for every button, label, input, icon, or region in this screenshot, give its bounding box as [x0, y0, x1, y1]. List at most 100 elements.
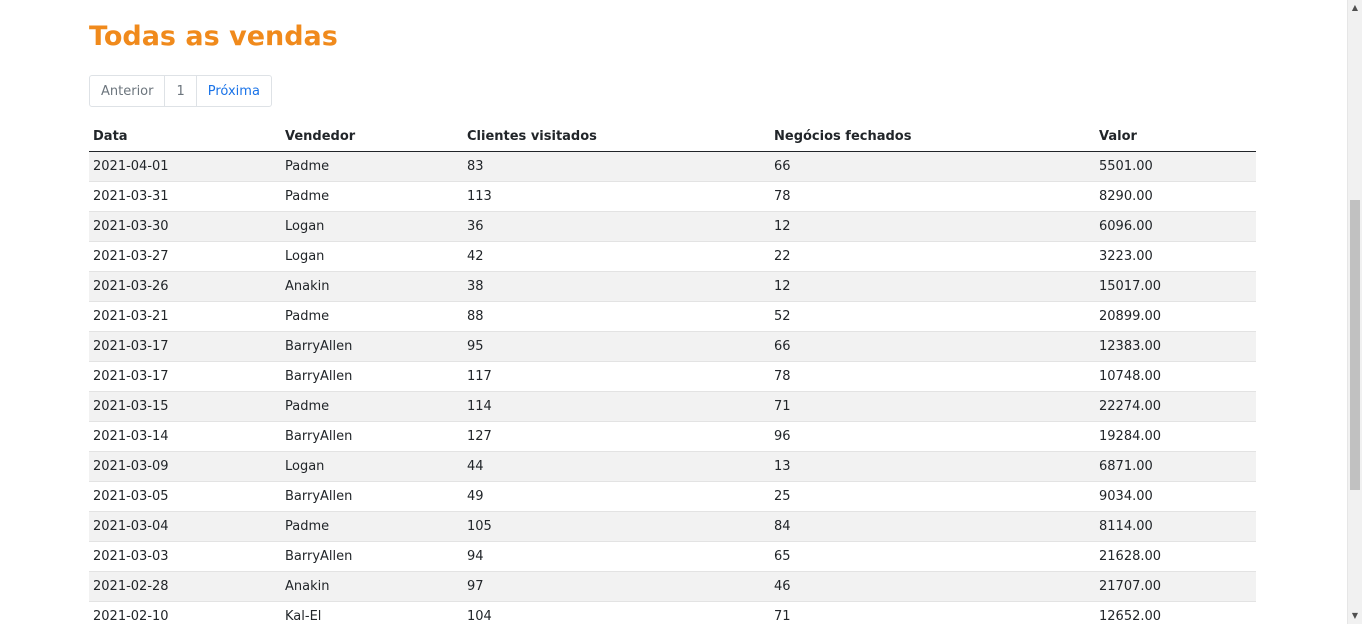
cell-valor: 6871.00: [1095, 451, 1256, 482]
cell-data: 2021-03-15: [89, 391, 281, 422]
cell-vendedor: Anakin: [281, 271, 463, 302]
cell-clientes: 117: [463, 361, 770, 392]
cell-negocios: 71: [770, 601, 1095, 624]
column-header-data: Data: [89, 122, 281, 152]
cell-vendedor: Anakin: [281, 571, 463, 602]
scrollbar-thumb[interactable]: [1350, 200, 1360, 490]
cell-valor: 5501.00: [1095, 151, 1256, 182]
cell-negocios: 22: [770, 241, 1095, 272]
cell-valor: 19284.00: [1095, 421, 1256, 452]
cell-data: 2021-03-21: [89, 301, 281, 332]
pagination-previous-button[interactable]: Anterior: [90, 76, 166, 106]
table-row: 2021-03-04 Padme 105 84 8114.00: [89, 511, 1256, 542]
cell-negocios: 52: [770, 301, 1095, 332]
cell-negocios: 78: [770, 361, 1095, 392]
header-row: Data Vendedor Clientes visitados Negócio…: [89, 122, 1256, 152]
sales-table: Data Vendedor Clientes visitados Negócio…: [89, 122, 1256, 624]
table-header: Data Vendedor Clientes visitados Negócio…: [89, 122, 1256, 152]
cell-data: 2021-03-04: [89, 511, 281, 542]
cell-vendedor: Padme: [281, 391, 463, 422]
cell-clientes: 114: [463, 391, 770, 422]
cell-vendedor: Logan: [281, 211, 463, 242]
table-row: 2021-04-01 Padme 83 66 5501.00: [89, 151, 1256, 182]
cell-vendedor: BarryAllen: [281, 541, 463, 572]
cell-negocios: 84: [770, 511, 1095, 542]
table-row: 2021-03-17 BarryAllen 117 78 10748.00: [89, 361, 1256, 392]
cell-valor: 10748.00: [1095, 361, 1256, 392]
cell-data: 2021-03-17: [89, 331, 281, 362]
cell-vendedor: Padme: [281, 511, 463, 542]
cell-negocios: 25: [770, 481, 1095, 512]
cell-valor: 12652.00: [1095, 601, 1256, 624]
table-row: 2021-03-03 BarryAllen 94 65 21628.00: [89, 541, 1256, 572]
page-title: Todas as vendas: [89, 21, 338, 52]
cell-clientes: 113: [463, 181, 770, 212]
cell-negocios: 66: [770, 331, 1095, 362]
cell-data: 2021-03-14: [89, 421, 281, 452]
cell-negocios: 65: [770, 541, 1095, 572]
table-row: 2021-03-21 Padme 88 52 20899.00: [89, 301, 1256, 332]
cell-data: 2021-04-01: [89, 151, 281, 182]
cell-valor: 12383.00: [1095, 331, 1256, 362]
table-row: 2021-02-28 Anakin 97 46 21707.00: [89, 571, 1256, 602]
cell-negocios: 13: [770, 451, 1095, 482]
cell-clientes: 97: [463, 571, 770, 602]
table-row: 2021-03-17 BarryAllen 95 66 12383.00: [89, 331, 1256, 362]
cell-negocios: 78: [770, 181, 1095, 212]
cell-valor: 6096.00: [1095, 211, 1256, 242]
cell-valor: 20899.00: [1095, 301, 1256, 332]
cell-negocios: 66: [770, 151, 1095, 182]
cell-clientes: 38: [463, 271, 770, 302]
pagination: Anterior 1 Próxima: [89, 75, 272, 107]
cell-valor: 15017.00: [1095, 271, 1256, 302]
column-header-clientes: Clientes visitados: [463, 122, 770, 152]
scroll-up-icon[interactable]: ▲: [1351, 3, 1359, 12]
cell-vendedor: Padme: [281, 151, 463, 182]
table-row: 2021-03-14 BarryAllen 127 96 19284.00: [89, 421, 1256, 452]
cell-vendedor: Padme: [281, 181, 463, 212]
cell-vendedor: BarryAllen: [281, 331, 463, 362]
cell-valor: 21707.00: [1095, 571, 1256, 602]
scroll-down-icon[interactable]: ▼: [1351, 611, 1359, 620]
cell-valor: 8114.00: [1095, 511, 1256, 542]
cell-negocios: 71: [770, 391, 1095, 422]
column-header-valor: Valor: [1095, 122, 1256, 152]
cell-valor: 21628.00: [1095, 541, 1256, 572]
cell-vendedor: BarryAllen: [281, 361, 463, 392]
cell-clientes: 88: [463, 301, 770, 332]
cell-data: 2021-03-27: [89, 241, 281, 272]
cell-data: 2021-03-09: [89, 451, 281, 482]
cell-vendedor: Logan: [281, 241, 463, 272]
cell-data: 2021-03-17: [89, 361, 281, 392]
cell-negocios: 96: [770, 421, 1095, 452]
cell-valor: 22274.00: [1095, 391, 1256, 422]
cell-vendedor: Logan: [281, 451, 463, 482]
cell-vendedor: Kal-El: [281, 601, 463, 624]
cell-vendedor: Padme: [281, 301, 463, 332]
cell-valor: 9034.00: [1095, 481, 1256, 512]
cell-valor: 8290.00: [1095, 181, 1256, 212]
table-row: 2021-03-26 Anakin 38 12 15017.00: [89, 271, 1256, 302]
cell-negocios: 12: [770, 271, 1095, 302]
cell-clientes: 36: [463, 211, 770, 242]
cell-negocios: 46: [770, 571, 1095, 602]
table-body: 2021-04-01 Padme 83 66 5501.00 2021-03-31 Padm…: [89, 151, 1256, 624]
cell-clientes: 104: [463, 601, 770, 624]
column-header-vendedor: Vendedor: [281, 122, 463, 152]
cell-clientes: 127: [463, 421, 770, 452]
table-row: 2021-03-09 Logan 44 13 6871.00: [89, 451, 1256, 482]
table-row: 2021-03-27 Logan 42 22 3223.00: [89, 241, 1256, 272]
vertical-scrollbar[interactable]: ▲ ▼: [1347, 0, 1362, 624]
table-row: 2021-03-05 BarryAllen 49 25 9034.00: [89, 481, 1256, 512]
cell-vendedor: BarryAllen: [281, 481, 463, 512]
table-row: 2021-03-30 Logan 36 12 6096.00: [89, 211, 1256, 242]
cell-clientes: 83: [463, 151, 770, 182]
cell-clientes: 44: [463, 451, 770, 482]
cell-data: 2021-03-05: [89, 481, 281, 512]
pagination-next-button[interactable]: Próxima: [207, 83, 260, 99]
cell-clientes: 105: [463, 511, 770, 542]
cell-vendedor: BarryAllen: [281, 421, 463, 452]
cell-negocios: 12: [770, 211, 1095, 242]
pagination-page-1-button[interactable]: 1: [165, 76, 197, 106]
